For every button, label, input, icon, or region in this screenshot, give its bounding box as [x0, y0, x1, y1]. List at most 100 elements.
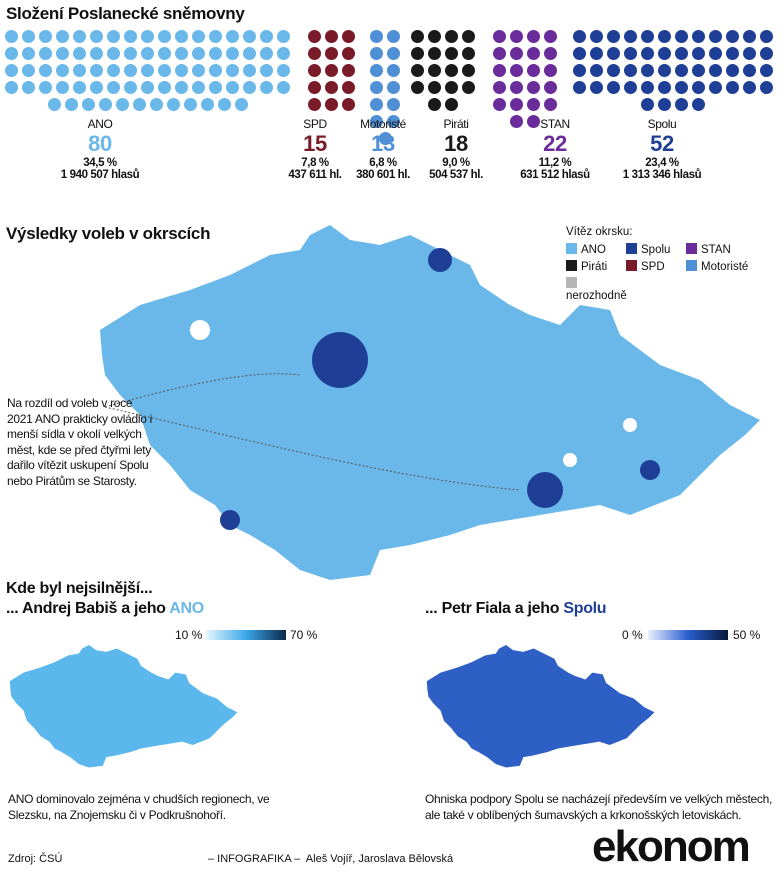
- seat-dot: [56, 47, 69, 60]
- seat-dot: [158, 30, 171, 43]
- seat-dot: [132, 98, 146, 111]
- legend-item: STAN: [686, 243, 776, 256]
- seat-group-spolu: [568, 30, 778, 111]
- party-spolu: Spolu 52 23,4 % 1 313 346 hlasů: [607, 117, 717, 181]
- seat-dot: [277, 30, 290, 43]
- seat-dot: [743, 30, 756, 43]
- seat-dot: [743, 47, 756, 60]
- seat-dot: [341, 98, 355, 111]
- seat-dot: [590, 64, 603, 77]
- seat-dot: [526, 115, 540, 128]
- seat-dot: [709, 47, 722, 60]
- vote-count: 631 512 hlasů: [520, 169, 590, 181]
- seat-dot: [192, 30, 205, 43]
- seat-dot: [709, 30, 722, 43]
- seat-dot: [209, 30, 222, 43]
- seat-dot: [98, 98, 112, 111]
- seat-dot: [307, 98, 321, 111]
- seat-group-spd: [307, 30, 355, 111]
- seat-dot: [641, 30, 654, 43]
- seat-group-ano: [5, 30, 290, 111]
- seat-dot: [370, 115, 383, 128]
- seat-dot: [760, 64, 773, 77]
- seat-dot: [260, 47, 273, 60]
- seat-dot: [158, 81, 171, 94]
- legend-item: Spolu: [626, 243, 686, 256]
- seat-dot: [658, 98, 671, 111]
- party-name: SPD: [303, 117, 327, 131]
- seat-dot: [260, 64, 273, 77]
- vote-count: 1 313 346 hlasů: [622, 169, 702, 181]
- seat-dot: [124, 30, 137, 43]
- seat-dot: [428, 81, 441, 94]
- seat-dot: [675, 81, 688, 94]
- seat-dot: [428, 98, 441, 111]
- seat-dot: [760, 30, 773, 43]
- map-title: Výsledky voleb v okrscích: [6, 224, 211, 243]
- seat-dot: [192, 81, 205, 94]
- map-region: [190, 320, 210, 340]
- map-region: [563, 453, 577, 467]
- seat-dot: [590, 30, 603, 43]
- seat-dot: [573, 30, 586, 43]
- party-stan: STAN 22 11,2 % 631 512 hlasů: [500, 117, 610, 181]
- party-piráti: Piráti 18 9,0 % 504 537 hl.: [401, 117, 511, 181]
- seat-dot: [492, 47, 506, 60]
- seat-dot: [73, 81, 86, 94]
- legend-swatch: [566, 277, 577, 288]
- seat-dot: [411, 64, 424, 77]
- seat-dot: [209, 81, 222, 94]
- spolu-scale-min: 0 %: [622, 628, 643, 642]
- seat-dot: [658, 64, 671, 77]
- vote-count: 504 537 hl.: [429, 169, 483, 181]
- seat-dot: [341, 64, 355, 77]
- seat-dot: [175, 47, 188, 60]
- seat-dot: [73, 30, 86, 43]
- map-legend: Vítěz okrsku: ANO Spolu STAN Piráti SPD Motor…: [566, 226, 776, 302]
- seat-dot: [445, 30, 458, 43]
- seat-dot: [124, 64, 137, 77]
- seat-dot: [709, 81, 722, 94]
- seat-dot: [243, 64, 256, 77]
- seat-dot: [462, 30, 475, 43]
- vote-percent: 34,5 %: [83, 157, 117, 169]
- seat-dot: [234, 98, 248, 111]
- seat-dot: [509, 98, 523, 111]
- seat-dot: [5, 81, 18, 94]
- seat-dot: [658, 30, 671, 43]
- seat-dot: [492, 30, 506, 43]
- credit: – INFOGRAFIKA – Aleš Vojíř, Jaroslava Bě…: [208, 853, 454, 865]
- seat-dot: [509, 81, 523, 94]
- seat-dot: [90, 81, 103, 94]
- vote-count: 380 601 hl.: [356, 169, 410, 181]
- seat-dot: [5, 64, 18, 77]
- seat-dot: [141, 81, 154, 94]
- seat-dot: [726, 47, 739, 60]
- seat-dot: [641, 98, 654, 111]
- seat-dot: [462, 47, 475, 60]
- legend-item: SPD: [626, 260, 686, 273]
- seat-dot: [760, 47, 773, 60]
- ano-note: ANO dominovalo zejména v chudších region…: [8, 792, 270, 822]
- seat-dot: [243, 81, 256, 94]
- seat-dot: [675, 47, 688, 60]
- spolu-scale-max: 50 %: [733, 628, 761, 642]
- vote-percent: 11,2 %: [538, 157, 572, 169]
- seat-dot: [445, 81, 458, 94]
- seat-dot: [277, 81, 290, 94]
- seat-count: 80: [88, 131, 112, 156]
- seat-dot: [183, 98, 197, 111]
- vote-count: 1 940 507 hlasů: [60, 169, 140, 181]
- seat-dot: [141, 30, 154, 43]
- seat-dot: [209, 64, 222, 77]
- legend-swatch: [686, 260, 697, 271]
- legend-swatch: [626, 243, 637, 254]
- seat-dot: [22, 64, 35, 77]
- seat-count: 22: [543, 131, 567, 156]
- vote-percent: 9,0 %: [442, 157, 470, 169]
- seat-dot: [543, 81, 557, 94]
- legend-item: Motoristé: [686, 260, 776, 273]
- seat-dot: [411, 47, 424, 60]
- vote-percent: 23,4 %: [645, 157, 679, 169]
- seat-dot: [5, 30, 18, 43]
